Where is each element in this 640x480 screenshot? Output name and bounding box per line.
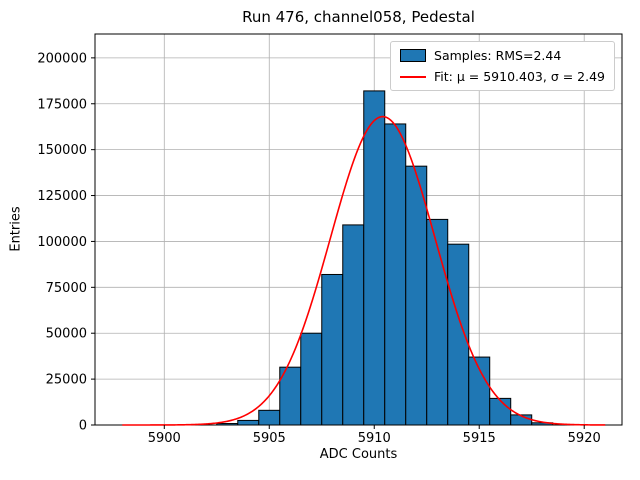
y-tick-label: 75000 bbox=[46, 281, 87, 296]
histogram-bar bbox=[384, 123, 407, 426]
x-tick-label: 5900 bbox=[148, 431, 181, 446]
y-tick-label: 50000 bbox=[46, 327, 87, 342]
histogram-bar bbox=[447, 243, 470, 426]
histogram-bar bbox=[237, 419, 260, 426]
y-tick-label: 100000 bbox=[37, 235, 87, 250]
histogram-bar bbox=[426, 218, 449, 426]
x-tick-label: 5920 bbox=[568, 431, 601, 446]
fit-curve bbox=[122, 115, 606, 426]
x-tick-label: 5910 bbox=[358, 431, 391, 446]
x-tick-label: 5915 bbox=[463, 431, 496, 446]
histogram-bar bbox=[321, 273, 344, 426]
histogram-bar bbox=[258, 409, 281, 426]
x-tick-label: 5905 bbox=[253, 431, 286, 446]
y-tick-label: 175000 bbox=[37, 97, 87, 112]
y-tick-label: 25000 bbox=[46, 373, 87, 388]
histogram-bar bbox=[342, 224, 365, 426]
legend-label-samples: Samples: RMS=2.44 bbox=[434, 48, 562, 63]
histogram-bar bbox=[405, 165, 428, 426]
y-tick-label: 200000 bbox=[37, 51, 87, 66]
histogram-bar bbox=[363, 90, 386, 426]
fit-line-swatch-icon bbox=[400, 70, 427, 83]
y-axis-label: Entries bbox=[8, 206, 24, 252]
y-tick-label: 125000 bbox=[37, 189, 87, 204]
histogram-bar bbox=[300, 332, 323, 426]
y-tick-label: 0 bbox=[79, 419, 87, 434]
x-axis-label: ADC Counts bbox=[319, 447, 398, 462]
legend-entry-samples: Samples: RMS=2.44 bbox=[400, 48, 605, 63]
histogram-bar bbox=[489, 397, 512, 426]
legend-entry-fit: Fit: μ = 5910.403, σ = 2.49 bbox=[400, 69, 605, 84]
legend-label-fit: Fit: μ = 5910.403, σ = 2.49 bbox=[434, 69, 605, 84]
y-tick-label: 150000 bbox=[37, 143, 87, 158]
axes-frame bbox=[94, 33, 623, 426]
histogram-swatch-icon bbox=[400, 49, 427, 62]
legend: Samples: RMS=2.44 Fit: μ = 5910.403, σ =… bbox=[390, 41, 615, 91]
chart-title: Run 476, channel058, Pedestal bbox=[242, 8, 475, 26]
